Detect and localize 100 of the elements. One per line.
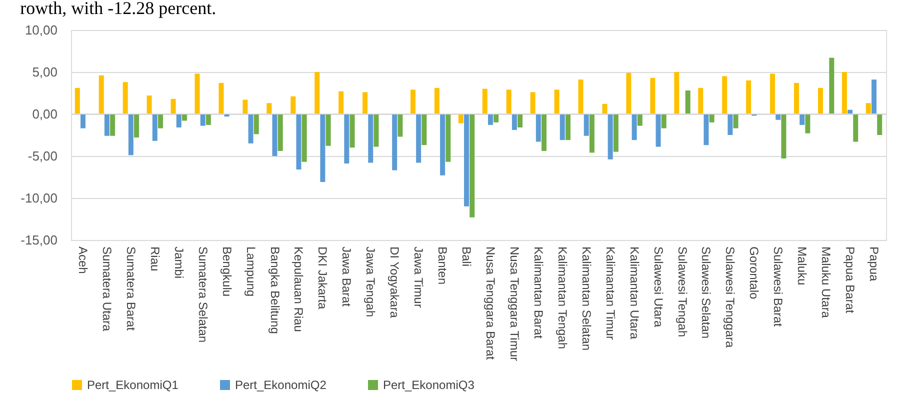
y-tick-label: 10,00 [24, 22, 58, 38]
bar [296, 114, 302, 170]
legend-label: Pert_EkonomiQ3 [383, 378, 475, 392]
bar [194, 74, 200, 114]
bar [704, 114, 709, 146]
bar [746, 80, 752, 114]
x-tick-label: Kalimantan Tengah [555, 246, 570, 350]
bar [338, 91, 344, 114]
y-tick-label: 5,00 [32, 64, 58, 80]
bar [482, 88, 488, 114]
bar [805, 114, 810, 134]
bar [176, 114, 182, 128]
bar [709, 114, 714, 122]
y-tick-label: 0,00 [32, 106, 58, 122]
bar [661, 114, 666, 128]
bar [722, 76, 728, 114]
x-tick-label: Nusa Tenggara Barat [483, 246, 498, 360]
text: rowth, with -12.28 percent. [20, 0, 216, 18]
legend-label: Pert_EkonomiQ2 [235, 378, 327, 392]
y-tick-label: -5,00 [28, 148, 58, 164]
bar [290, 96, 296, 114]
bar [536, 114, 541, 142]
bar [776, 114, 781, 120]
bar [637, 114, 642, 126]
x-tick-label: Sumatera Utara [100, 246, 114, 332]
x-tick-label: Nusa Tenggara Timur [507, 246, 522, 362]
bar [350, 114, 355, 148]
x-tick-label: DI Yogyakara [388, 246, 402, 318]
x-tick-label: Kepulauan Riau [292, 246, 306, 332]
bar [122, 82, 128, 114]
x-tick-label: Jawa Barat [340, 246, 354, 308]
x-tick-label: Sumatera Barat [124, 246, 138, 332]
bar [398, 114, 403, 137]
bar [458, 114, 464, 124]
bar [80, 114, 86, 128]
bar [206, 114, 211, 125]
legend-label: Pert_EkonomiQ1 [87, 378, 179, 392]
bar [829, 58, 834, 114]
bar [565, 114, 570, 140]
bar [512, 114, 517, 130]
y-tick-label: -15,00 [20, 232, 58, 248]
x-tick-label: Papua Barat [843, 246, 858, 314]
bar [434, 88, 440, 114]
y-tick-label: -10,00 [20, 190, 58, 206]
bar [446, 114, 451, 162]
x-tick-label: Maluku Utara [819, 246, 834, 318]
bar [254, 114, 259, 134]
bar [872, 80, 877, 114]
bar [422, 114, 427, 146]
x-tick-label: Gorontalo [747, 246, 762, 300]
bar [530, 92, 536, 114]
bar [674, 72, 680, 114]
bar [170, 98, 176, 114]
bar [632, 114, 637, 140]
bar [218, 82, 224, 114]
bar [74, 88, 80, 114]
bar [650, 78, 656, 114]
bar [866, 103, 871, 114]
bar [344, 114, 350, 164]
bar [626, 72, 632, 114]
bar [877, 114, 882, 135]
bar [464, 114, 470, 206]
x-tick-label: Sulawesi Barat [771, 246, 786, 328]
bar [800, 114, 805, 125]
bar [488, 114, 493, 125]
x-tick-label: Bengkulu [220, 246, 234, 297]
bar [842, 72, 847, 114]
bar [560, 114, 565, 140]
bar [698, 88, 704, 114]
bar [242, 100, 248, 114]
bar [781, 114, 786, 159]
bar [613, 114, 618, 152]
bar [302, 114, 307, 162]
bar [589, 114, 594, 153]
bar [440, 114, 446, 176]
bar [272, 114, 278, 156]
bar [608, 114, 613, 160]
x-tick-label: Sulawesi Utara [651, 246, 666, 328]
bar [314, 72, 320, 114]
bar [416, 114, 422, 163]
bar [494, 114, 499, 122]
x-tick-label: Aceh [76, 246, 90, 274]
bar [584, 114, 589, 136]
bar [656, 114, 661, 147]
bar [578, 80, 584, 114]
bar [853, 114, 858, 142]
bar [518, 114, 523, 128]
x-tick-label: Kalimantan Utara [627, 246, 642, 340]
bar [794, 82, 800, 114]
x-tick-label: Jawa Timur [412, 246, 426, 308]
x-tick-label: Sulawesi Selatan [699, 246, 714, 339]
x-tick-label: Lampung [244, 246, 258, 297]
bar [542, 114, 547, 151]
bar [266, 103, 272, 114]
x-tick-label: Bangka Belitung [268, 246, 282, 334]
bar [110, 114, 116, 136]
x-tick-label: Riau [148, 246, 162, 272]
bar [602, 104, 608, 114]
x-tick-label: Kalimantan Barat [531, 246, 546, 340]
x-tick-label: Sulawesi Tengah [675, 246, 690, 338]
